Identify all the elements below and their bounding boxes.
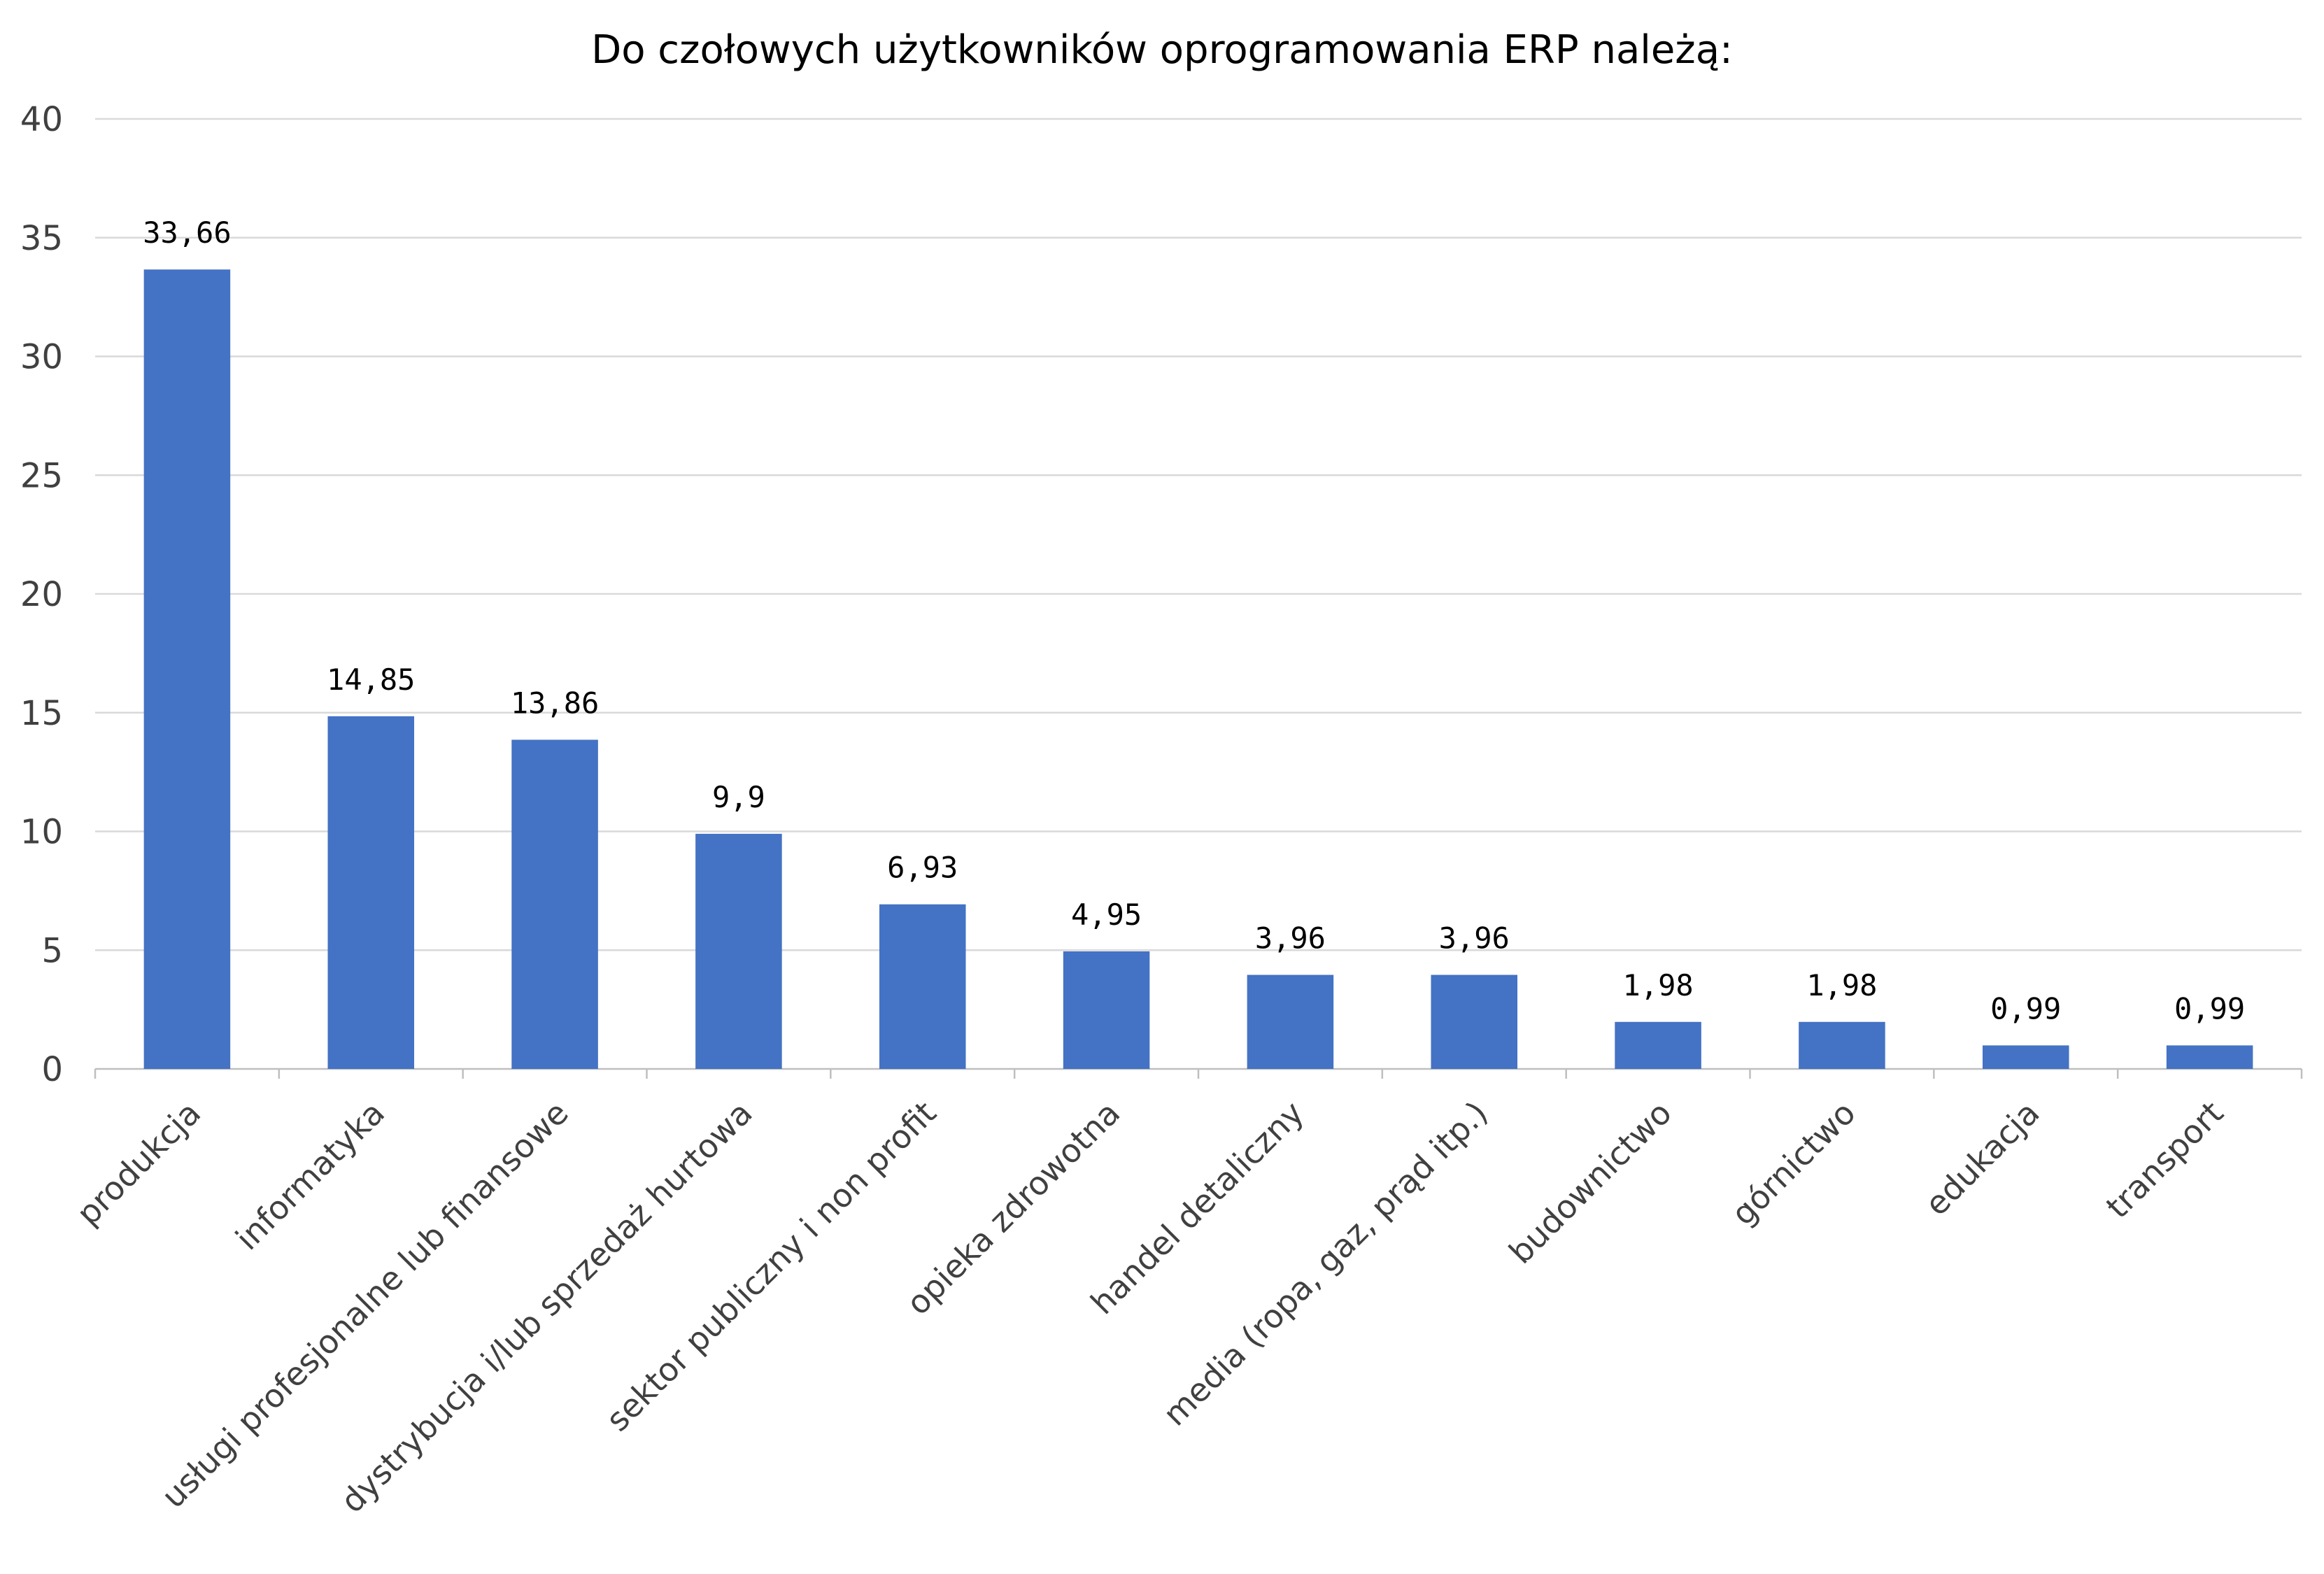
data-label: 6,93 — [887, 851, 958, 885]
x-tick-label: dystrybucja i/lub sprzedaż hurtowa — [333, 1094, 759, 1520]
bar-11 — [2166, 1045, 2253, 1069]
y-tick-label: 40 — [20, 100, 63, 139]
x-tick-label: produkcja — [69, 1094, 208, 1233]
y-tick-label: 5 — [41, 931, 63, 970]
bar-1 — [327, 716, 415, 1069]
x-tick-label: budownictwo — [1501, 1094, 1678, 1271]
bar-2 — [511, 739, 598, 1069]
data-label: 9,9 — [712, 780, 765, 814]
data-label: 1,98 — [1623, 968, 1694, 1002]
data-label: 3,96 — [1439, 921, 1510, 956]
data-label: 33,66 — [143, 215, 231, 250]
data-label: 0,99 — [2174, 991, 2245, 1026]
bar-9 — [1799, 1021, 1885, 1069]
y-tick-label: 0 — [41, 1050, 63, 1089]
data-label: 14,85 — [327, 662, 415, 697]
x-tick-label: edukacja — [1918, 1094, 2047, 1224]
data-label: 3,96 — [1255, 921, 1326, 956]
y-tick-label: 35 — [20, 219, 63, 258]
bar-3 — [695, 833, 782, 1069]
x-tick-label: górnictwo — [1724, 1094, 1862, 1233]
y-tick-label: 25 — [20, 456, 63, 495]
bar-6 — [1247, 974, 1334, 1069]
bar-8 — [1615, 1021, 1701, 1069]
x-tick-label: informatyka — [228, 1094, 392, 1258]
x-tick-label: transport — [2099, 1094, 2230, 1226]
x-tick-label: media (ropa, gaz, prąd itp.) — [1156, 1094, 1495, 1433]
data-label: 0,99 — [1990, 991, 2061, 1026]
data-label: 1,98 — [1806, 968, 1877, 1002]
bar-7 — [1431, 974, 1518, 1069]
bar-5 — [1063, 951, 1150, 1069]
y-tick-label: 10 — [20, 813, 63, 852]
data-label: 4,95 — [1071, 898, 1142, 932]
data-label: 13,86 — [511, 686, 599, 720]
y-tick-label: 30 — [20, 338, 63, 377]
bar-0 — [143, 269, 231, 1069]
y-tick-label: 15 — [20, 694, 63, 733]
bar-10 — [1982, 1045, 2069, 1069]
x-tick-label: usługi profesjonalne lub finansowe — [154, 1094, 575, 1515]
y-tick-label: 20 — [20, 575, 63, 614]
chart-title: Do czołowych użytkowników oprogramowania… — [591, 27, 1733, 73]
bar-4 — [879, 904, 966, 1069]
x-tick-label: sektor publiczny i non profit — [599, 1094, 944, 1439]
